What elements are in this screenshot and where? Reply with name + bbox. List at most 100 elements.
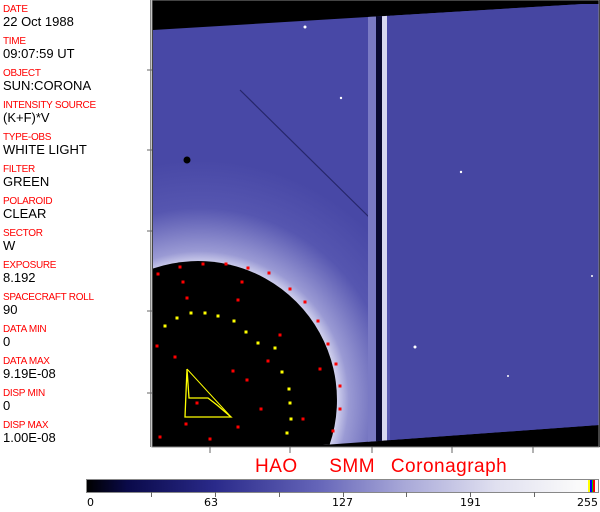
- triangle-overlay-edge: [186, 368, 232, 418]
- overlay-marker-yellow: [189, 311, 193, 315]
- overlay-marker-yellow: [163, 324, 167, 328]
- field-label: DISP MAX: [3, 420, 49, 431]
- colorbar: [86, 479, 599, 497]
- overlay-marker-red: [267, 271, 271, 275]
- field-type-obs: TYPE-OBS WHITE LIGHT: [3, 132, 87, 157]
- y-axis-ticks: [147, 69, 152, 394]
- overlay-marker-red: [301, 417, 305, 421]
- header-info-panel: [0, 0, 151, 447]
- overlay-marker-red: [245, 378, 249, 382]
- overlay-marker-red: [236, 425, 240, 429]
- overlay-marker-red: [326, 342, 330, 346]
- overlay-marker-red: [338, 384, 342, 388]
- colorbar-tick: [150, 492, 152, 497]
- overlay-marker-red: [318, 367, 322, 371]
- pylon-left-edge: [368, 4, 376, 445]
- colorbar-tick: [214, 492, 216, 497]
- overlay-marker-red: [240, 280, 244, 284]
- overlay-marker-red: [278, 333, 282, 337]
- overlay-marker-red: [334, 362, 338, 366]
- occulter-disk: [153, 261, 337, 445]
- field-object: OBJECT SUN:CORONA: [3, 68, 91, 93]
- overlay-marker-red: [173, 355, 177, 359]
- x-axis-ticks: [209, 447, 534, 453]
- overlay-marker-yellow: [216, 314, 220, 318]
- overlay-marker-red: [316, 319, 320, 323]
- field-polaroid: POLAROID CLEAR: [3, 196, 53, 221]
- field-value: W: [3, 238, 16, 253]
- field-value: 90: [3, 302, 18, 317]
- overlay-marker-red: [185, 296, 189, 300]
- diagonal-streak: [239, 89, 373, 221]
- overlay-marker-red: [201, 262, 205, 266]
- grid-overlay: [155, 262, 342, 441]
- overlay-marker-yellow: [287, 387, 291, 391]
- pylon-bright-edge: [382, 4, 387, 445]
- field-value: 1.00E-08: [3, 430, 56, 445]
- overlay-marker-yellow: [244, 330, 248, 334]
- colorbar-tick-label: 0: [87, 496, 94, 509]
- overlay-marker-red: [178, 265, 182, 269]
- field-disp-min: DISP MIN 0: [3, 388, 45, 413]
- image-frame: [151, 0, 600, 448]
- field-exposure: EXPOSURE 8.192: [3, 260, 56, 285]
- field-value: 9.19E-08: [3, 366, 56, 381]
- dark-spot: [183, 156, 191, 164]
- overlay-marker-red: [266, 359, 270, 363]
- overlay-marker-yellow: [285, 431, 289, 435]
- field-label: FILTER: [3, 164, 35, 175]
- field-label: DISP MIN: [3, 388, 45, 399]
- colorbar-tick-label: 63: [204, 496, 218, 509]
- triangle-overlay: [184, 368, 233, 418]
- plot-title: HAO SMM Coronagraph: [255, 456, 508, 477]
- field-label: DATE: [3, 4, 28, 15]
- overlay-marker-yellow: [203, 311, 207, 315]
- bright-points: [303, 25, 593, 377]
- field-date: DATE 22 Oct 1988: [3, 4, 74, 29]
- field-value: SUN:CORONA: [3, 78, 92, 93]
- corona-field: [390, 4, 599, 445]
- overlay-marker-red: [338, 407, 342, 411]
- field-intensity-source: INTENSITY SOURCE (K+F)*V: [3, 100, 96, 125]
- field-value: 0: [3, 398, 11, 413]
- overlay-marker-yellow: [256, 341, 260, 345]
- field-value: 8.192: [3, 270, 36, 285]
- field-label: OBJECT: [3, 68, 41, 79]
- overlay-marker-red: [224, 262, 228, 266]
- overlay-marker-red: [195, 401, 199, 405]
- field-value: 0: [3, 334, 11, 349]
- field-label: TIME: [3, 36, 26, 47]
- field-value: 09:07:59 UT: [3, 46, 75, 61]
- colorbar-tick: [406, 492, 408, 497]
- colorbar-top-colors: [588, 480, 595, 492]
- field-value: GREEN: [3, 174, 50, 189]
- field-disp-max: DISP MAX 1.00E-08: [3, 420, 56, 445]
- field-filter: FILTER GREEN: [3, 164, 49, 189]
- colorbar-tick: [278, 492, 280, 497]
- colorbar-tick: [342, 492, 344, 497]
- field-data-max: DATA MAX 9.19E-08: [3, 356, 56, 381]
- field-sector: SECTOR W: [3, 228, 43, 253]
- field-value: (K+F)*V: [3, 110, 50, 125]
- field-value: 22 Oct 1988: [3, 14, 74, 29]
- field-label: POLAROID: [3, 196, 53, 207]
- colorbar-tick: [534, 492, 536, 497]
- overlay-marker-red: [208, 437, 212, 441]
- overlay-marker-yellow: [273, 346, 277, 350]
- field-label: INTENSITY SOURCE: [3, 100, 96, 111]
- colorbar-tick-label: 127: [332, 496, 353, 509]
- field-label: SPACECRAFT ROLL: [3, 292, 94, 303]
- field-value: WHITE LIGHT: [3, 142, 87, 157]
- field-data-min: DATA MIN 0: [3, 324, 47, 349]
- overlay-marker-red: [288, 287, 292, 291]
- overlay-marker-red: [331, 429, 335, 433]
- overlay-marker-red: [155, 344, 159, 348]
- field-time: TIME 09:07:59 UT: [3, 36, 75, 61]
- colorbar-tick: [470, 492, 472, 497]
- overlay-marker-red: [158, 435, 162, 439]
- overlay-marker-yellow: [175, 316, 179, 320]
- field-label: EXPOSURE: [3, 260, 57, 271]
- field-value: CLEAR: [3, 206, 47, 221]
- overlay-marker-yellow: [232, 319, 236, 323]
